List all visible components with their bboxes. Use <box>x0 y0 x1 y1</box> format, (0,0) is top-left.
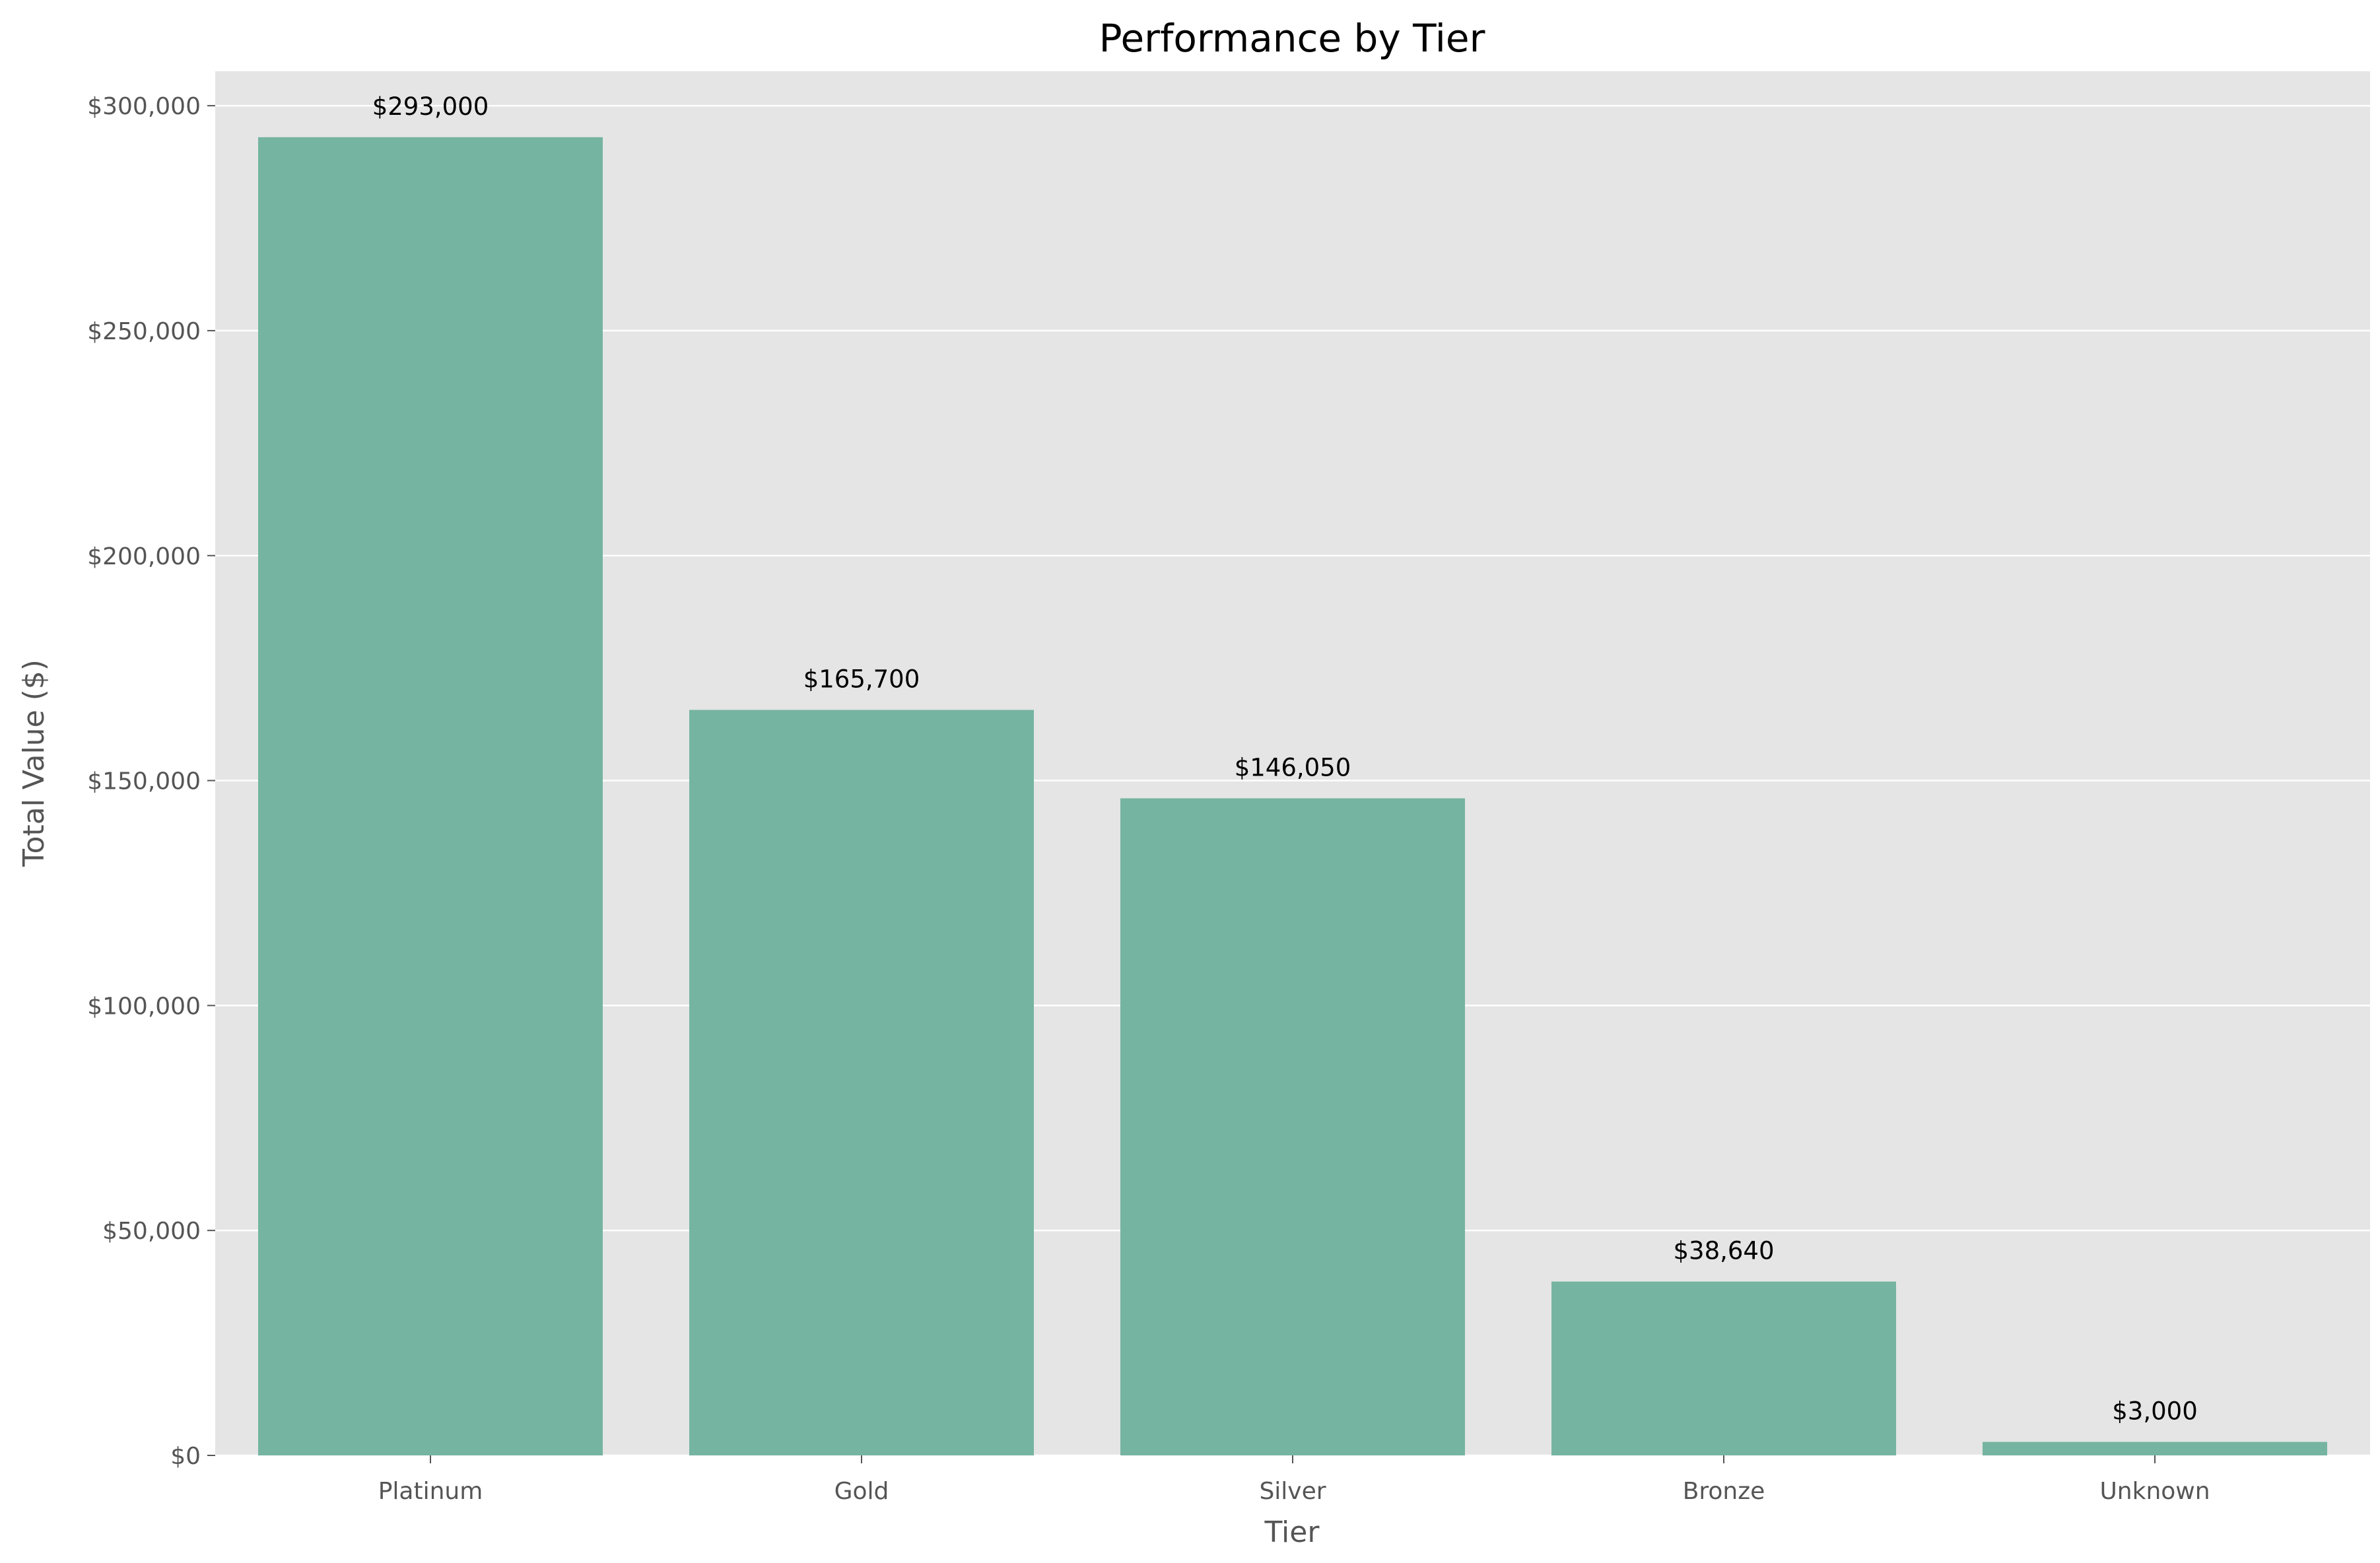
data-label-silver: $146,050 <box>1235 753 1351 782</box>
bar-silver <box>1120 798 1465 1455</box>
x-tick-label-silver: Silver <box>1259 1478 1326 1505</box>
x-tick-label-gold: Gold <box>834 1478 889 1505</box>
y-axis-label: Total Value ($) <box>17 659 51 867</box>
x-axis: Platinum Gold Silver Bronze Unknown <box>378 1455 2210 1505</box>
chart-title: Performance by Tier <box>1099 16 1485 61</box>
y-tick-label: $200,000 <box>87 543 201 570</box>
data-label-bronze: $38,640 <box>1673 1237 1774 1265</box>
x-tick-label-platinum: Platinum <box>378 1478 483 1505</box>
y-tick-label: $250,000 <box>87 318 201 345</box>
bar-unknown <box>1983 1442 2327 1455</box>
y-axis: $0 $50,000 $100,000 $150,000 $200,000 $250,00… <box>87 93 215 1470</box>
bars <box>258 137 2327 1455</box>
bar-gold <box>689 710 1034 1455</box>
x-tick-label-bronze: Bronze <box>1683 1478 1765 1505</box>
data-labels: $293,000 $165,700 $146,050 $38,640 $3,000 <box>372 92 2198 1426</box>
y-tick-label: $50,000 <box>102 1218 201 1245</box>
y-tick-label: $300,000 <box>87 93 201 120</box>
x-tick-label-unknown: Unknown <box>2099 1478 2210 1505</box>
x-axis-label: Tier <box>1264 1515 1320 1549</box>
y-tick-label: $0 <box>170 1443 201 1470</box>
y-tick-label: $100,000 <box>87 993 201 1020</box>
data-label-unknown: $3,000 <box>2112 1397 2197 1426</box>
data-label-platinum: $293,000 <box>372 92 489 121</box>
bar-platinum <box>258 137 603 1455</box>
y-tick-label: $150,000 <box>87 768 201 795</box>
data-label-gold: $165,700 <box>803 665 920 694</box>
bar-bronze <box>1551 1281 1896 1455</box>
